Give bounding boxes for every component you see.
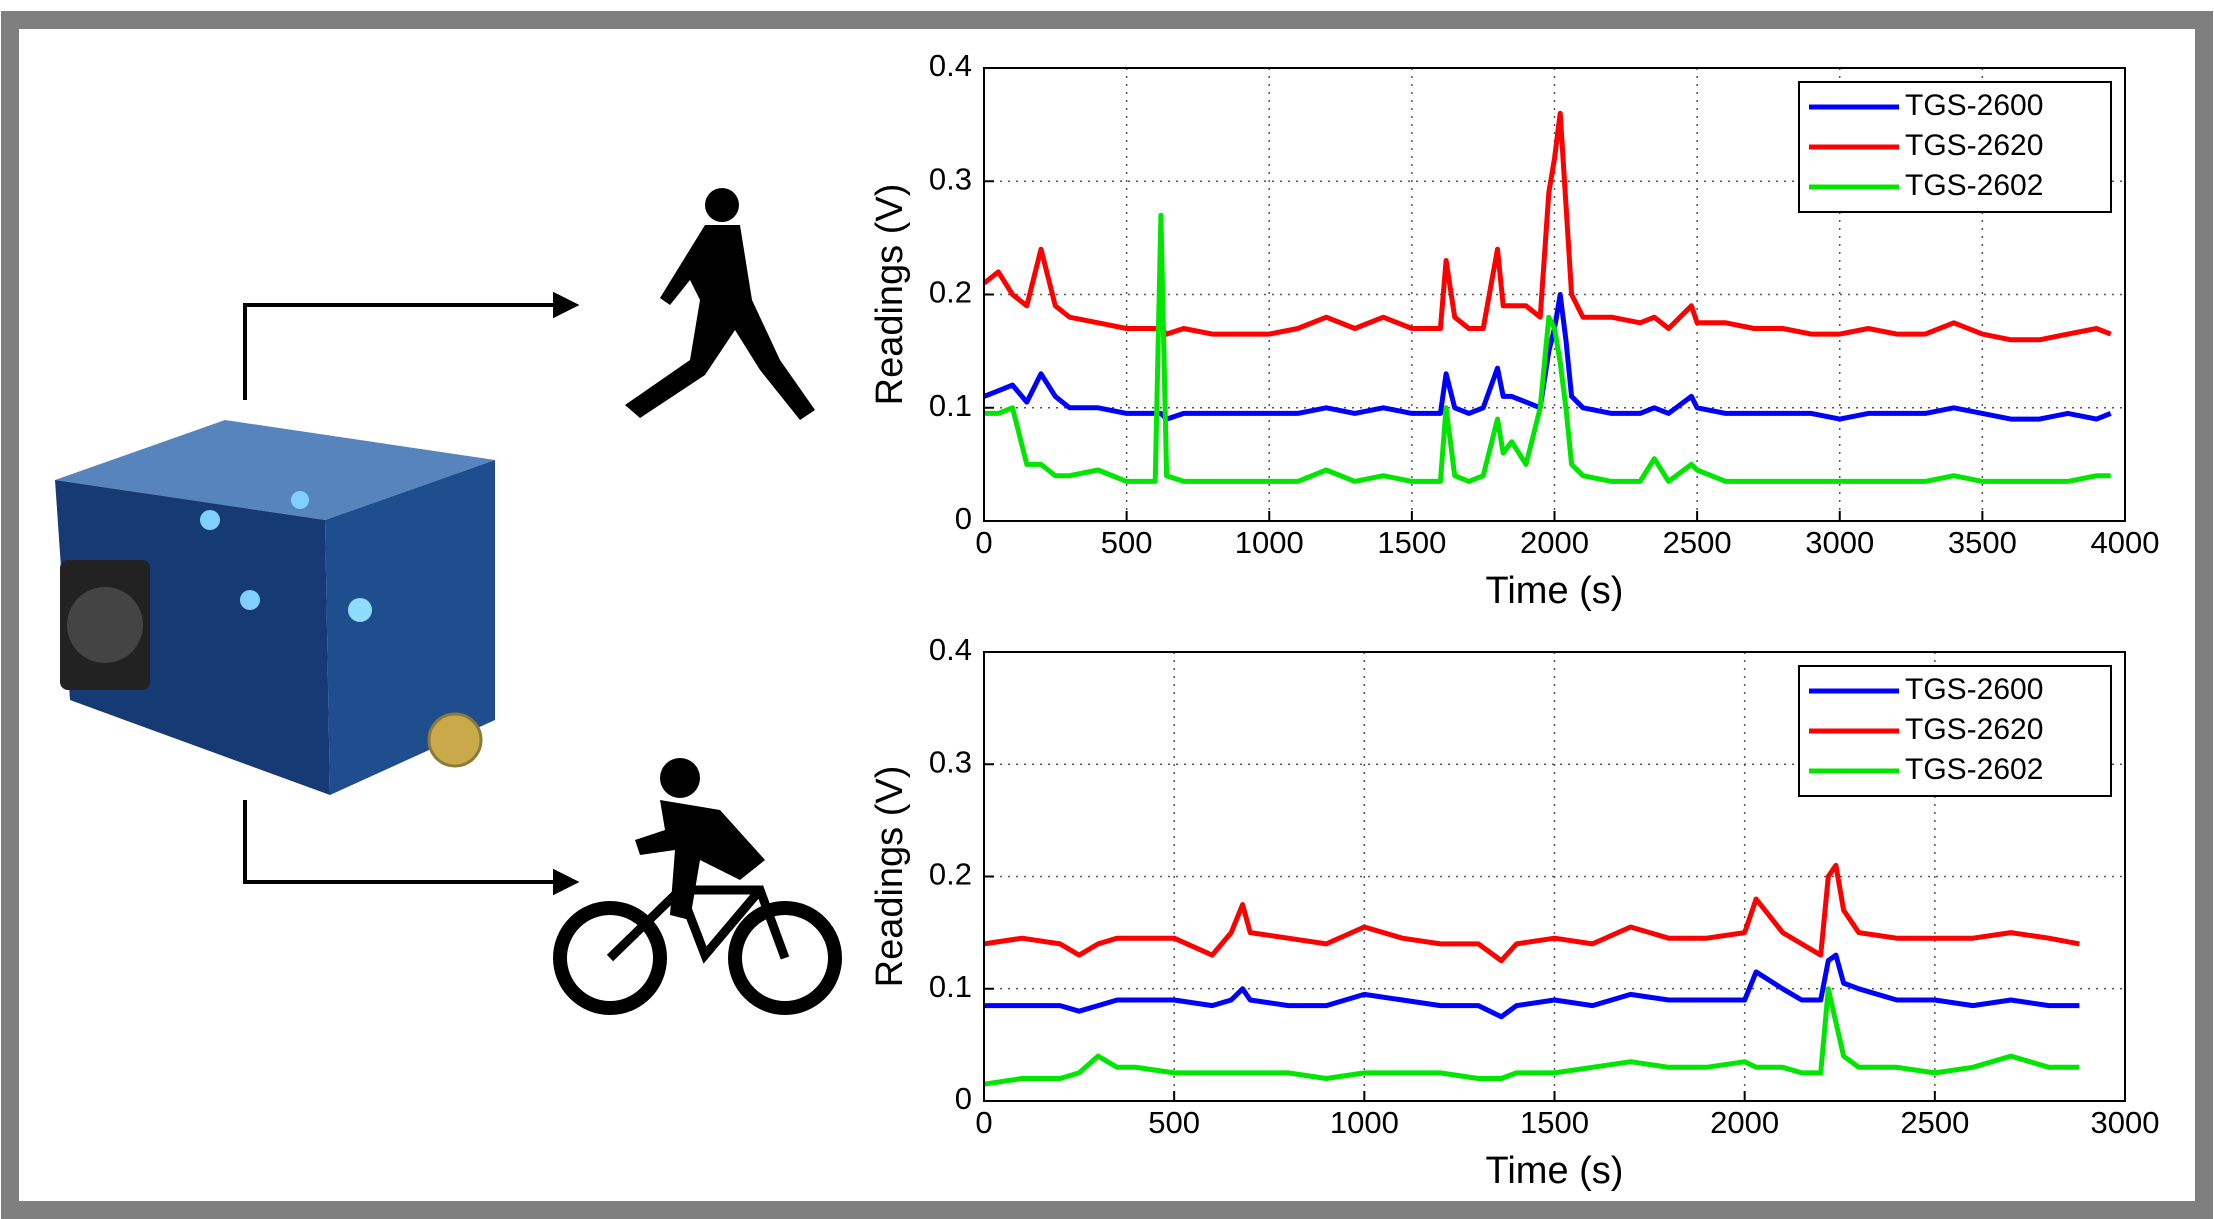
y-tick-label: 0.3: [929, 744, 972, 779]
y-tick-label: 0.3: [929, 161, 972, 196]
arrows: [243, 291, 580, 896]
x-tick-label: 1500: [1520, 1105, 1589, 1140]
y-tick-label: 0.1: [929, 969, 972, 1004]
sensor-device: [55, 420, 495, 795]
legend-label: TGS-2620: [1905, 129, 2043, 162]
legend-label: TGS-2600: [1905, 89, 2043, 122]
x-tick-label: 1500: [1377, 525, 1446, 560]
cycling-icon: [553, 758, 842, 1015]
x-tick-label: 2000: [1710, 1105, 1779, 1140]
y-tick-label: 0: [955, 501, 972, 536]
x-tick-label: 3000: [2091, 1105, 2160, 1140]
line-series: [983, 986, 2080, 1087]
x-tick-label: 0: [975, 525, 992, 560]
line-series: [983, 862, 2080, 964]
legend-label: TGS-2600: [1905, 673, 2043, 706]
x-tick-label: 3000: [1805, 525, 1874, 560]
x-tick-label: 0: [975, 1105, 992, 1140]
x-axis-label: Time (s): [1486, 570, 1624, 612]
legend-label: TGS-2602: [1905, 753, 2043, 786]
legend-label: TGS-2602: [1905, 169, 2043, 202]
legend-label: TGS-2620: [1905, 713, 2043, 746]
x-tick-label: 2000: [1520, 525, 1589, 560]
x-tick-label: 500: [1148, 1105, 1200, 1140]
walking-icon: [625, 188, 815, 420]
y-tick-label: 0.4: [929, 632, 972, 667]
x-tick-label: 1000: [1235, 525, 1304, 560]
x-tick-label: 500: [1101, 525, 1153, 560]
y-axis-label: Readings (V): [869, 184, 911, 406]
x-tick-label: 2500: [1663, 525, 1732, 560]
y-tick-label: 0.4: [929, 48, 972, 83]
x-tick-label: 1000: [1330, 1105, 1399, 1140]
x-tick-label: 2500: [1900, 1105, 1969, 1140]
y-tick-label: 0: [955, 1081, 972, 1116]
x-tick-label: 3500: [1948, 525, 2017, 560]
axes-box: [983, 67, 2126, 522]
line-series: [984, 952, 2080, 1020]
x-tick-label: 4000: [2091, 525, 2160, 560]
y-tick-label: 0.2: [929, 275, 972, 310]
line-series: [984, 212, 2111, 484]
axes-box: [983, 651, 2126, 1102]
y-tick-label: 0.1: [929, 388, 972, 423]
y-tick-label: 0.2: [929, 857, 972, 892]
x-axis-label: Time (s): [1486, 1150, 1624, 1192]
y-axis-label: Readings (V): [869, 766, 911, 988]
